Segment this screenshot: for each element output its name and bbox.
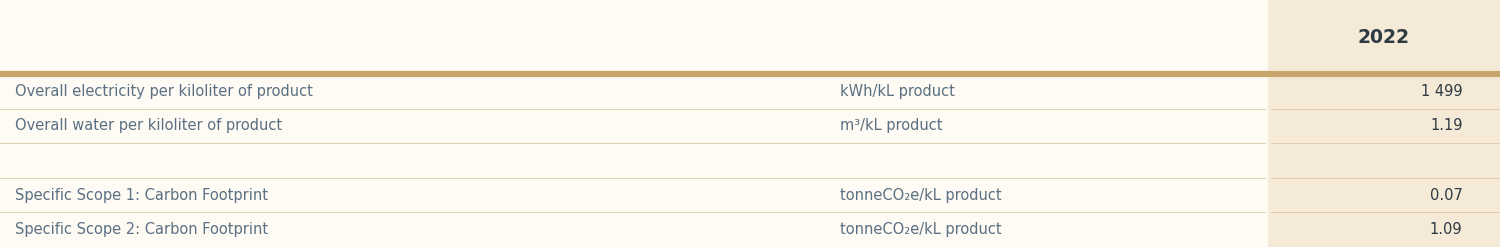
Text: 2022: 2022	[1358, 28, 1410, 46]
Text: m³/kL product: m³/kL product	[840, 119, 942, 133]
Text: 1 499: 1 499	[1420, 84, 1462, 99]
Bar	[1268, 0, 1500, 247]
Text: Specific Scope 1: Carbon Footprint: Specific Scope 1: Carbon Footprint	[15, 188, 268, 203]
Text: 1.09: 1.09	[1430, 222, 1462, 237]
Text: Overall electricity per kiloliter of product: Overall electricity per kiloliter of pro…	[15, 84, 314, 99]
Text: tonneCO₂e/kL product: tonneCO₂e/kL product	[840, 222, 1002, 237]
Text: Specific Scope 2: Carbon Footprint: Specific Scope 2: Carbon Footprint	[15, 222, 268, 237]
Text: kWh/kL product: kWh/kL product	[840, 84, 956, 99]
Text: 1.19: 1.19	[1430, 119, 1462, 133]
Text: tonneCO₂e/kL product: tonneCO₂e/kL product	[840, 188, 1002, 203]
Text: 0.07: 0.07	[1430, 188, 1462, 203]
Text: Overall water per kiloliter of product: Overall water per kiloliter of product	[15, 119, 282, 133]
Bar	[0, 0, 1268, 247]
